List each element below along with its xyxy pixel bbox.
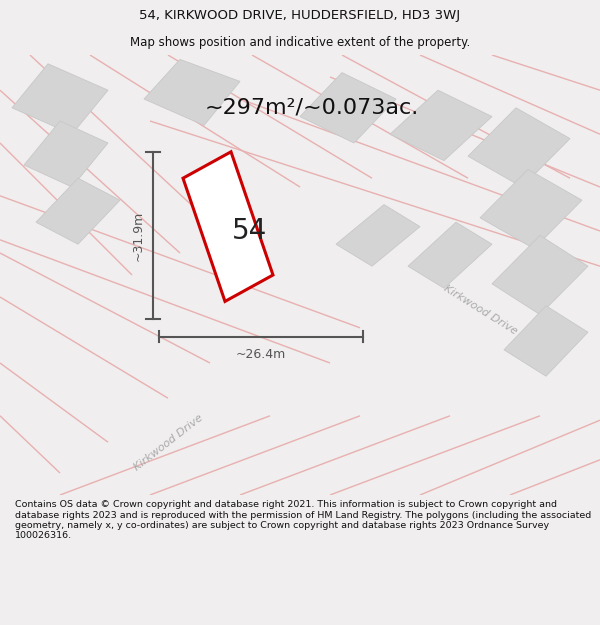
Polygon shape	[183, 152, 273, 301]
Text: ~297m²/~0.073ac.: ~297m²/~0.073ac.	[205, 98, 419, 118]
Polygon shape	[300, 72, 396, 143]
Text: ~26.4m: ~26.4m	[236, 348, 286, 361]
Polygon shape	[468, 107, 570, 187]
Polygon shape	[144, 59, 240, 126]
Polygon shape	[492, 236, 588, 314]
Text: Kirkwood Drive: Kirkwood Drive	[131, 412, 205, 472]
Polygon shape	[504, 306, 588, 376]
Polygon shape	[336, 204, 420, 266]
Text: Contains OS data © Crown copyright and database right 2021. This information is : Contains OS data © Crown copyright and d…	[15, 500, 591, 541]
Polygon shape	[480, 169, 582, 249]
Polygon shape	[390, 90, 492, 161]
Polygon shape	[12, 64, 108, 134]
Polygon shape	[36, 178, 120, 244]
Text: Map shows position and indicative extent of the property.: Map shows position and indicative extent…	[130, 36, 470, 49]
Polygon shape	[24, 121, 108, 187]
Text: 54: 54	[232, 217, 266, 245]
Text: ~31.9m: ~31.9m	[131, 210, 145, 261]
Text: 54, KIRKWOOD DRIVE, HUDDERSFIELD, HD3 3WJ: 54, KIRKWOOD DRIVE, HUDDERSFIELD, HD3 3W…	[139, 9, 461, 22]
Text: Kirkwood Drive: Kirkwood Drive	[442, 284, 518, 337]
Polygon shape	[408, 222, 492, 288]
